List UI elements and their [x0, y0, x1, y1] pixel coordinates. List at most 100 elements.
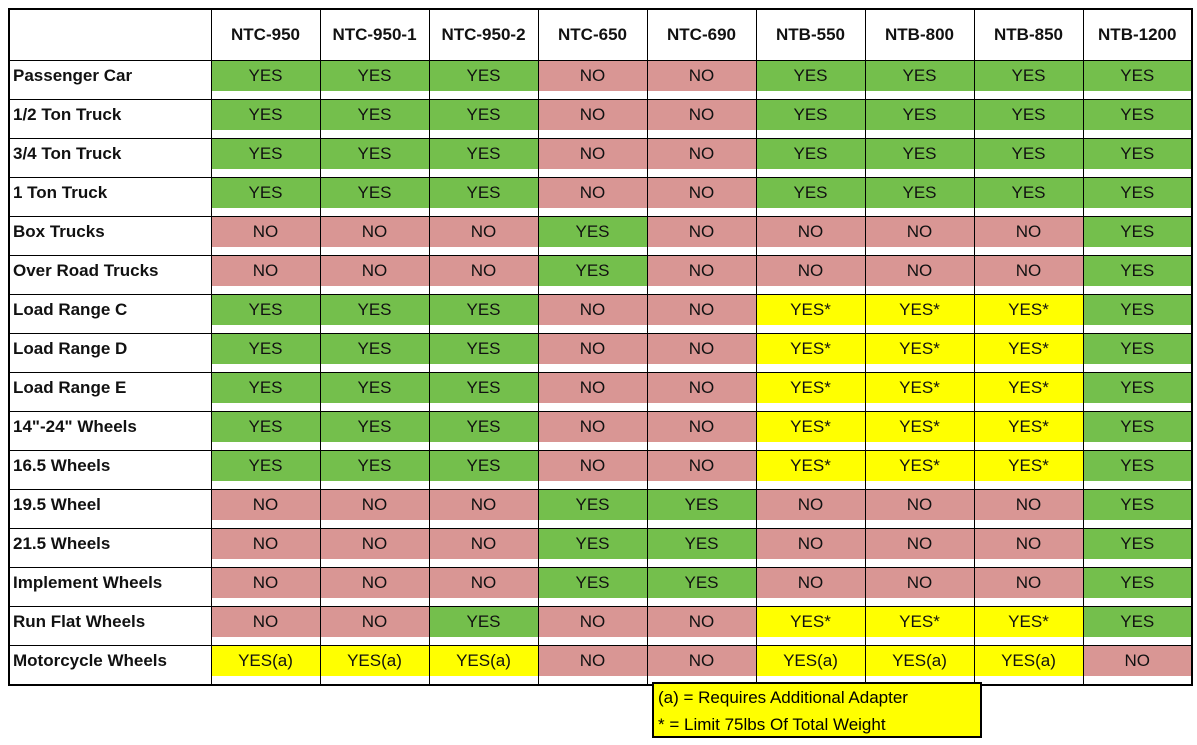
cell: NO — [864, 489, 975, 529]
cell-value: NO — [974, 217, 1083, 247]
cell-value: YES — [538, 568, 647, 598]
cell: NO — [537, 372, 648, 412]
table-row: Implement Wheels NO NO NO YES YES NO NO NO YES — [8, 567, 1193, 607]
column-header: NTB-800 — [864, 8, 975, 61]
cell: YES — [864, 177, 975, 217]
cell: YES — [755, 60, 866, 100]
cell-value: YES* — [974, 334, 1083, 364]
cell-value: YES* — [756, 373, 865, 403]
cell: YES — [428, 60, 539, 100]
row-label: Box Trucks — [8, 216, 212, 256]
cell-value: NO — [974, 256, 1083, 286]
cell: NO — [537, 177, 648, 217]
cell-value: YES — [1083, 61, 1191, 91]
cell: NO — [319, 216, 430, 256]
table-row: Passenger Car YES YES YES NO NO YES YES YES YES — [8, 60, 1193, 100]
cell-value: NO — [320, 490, 429, 520]
cell: YES — [428, 372, 539, 412]
cell: YES — [210, 411, 321, 451]
row-label: 16.5 Wheels — [8, 450, 212, 490]
cell-value: YES — [1083, 139, 1191, 169]
cell: YES — [210, 60, 321, 100]
cell: NO — [537, 99, 648, 139]
cell: YES — [210, 99, 321, 139]
cell-value: NO — [538, 412, 647, 442]
cell-value: YES* — [756, 295, 865, 325]
cell-value: YES — [865, 61, 974, 91]
cell-value: NO — [211, 607, 320, 637]
table-row: Over Road Trucks NO NO NO YES NO NO NO NO YES — [8, 255, 1193, 295]
cell-value: YES — [974, 100, 1083, 130]
cell: YES* — [973, 294, 1084, 334]
cell-value: YES — [538, 217, 647, 247]
row-label: 21.5 Wheels — [8, 528, 212, 568]
cell: YES* — [973, 411, 1084, 451]
cell-value: YES — [320, 412, 429, 442]
cell-value: NO — [647, 178, 756, 208]
row-label: 14"-24" Wheels — [8, 411, 212, 451]
cell: YES — [210, 177, 321, 217]
cell: YES — [537, 489, 648, 529]
row-label: Implement Wheels — [8, 567, 212, 607]
cell-value: NO — [538, 334, 647, 364]
cell: YES* — [864, 294, 975, 334]
cell-value: YES* — [865, 295, 974, 325]
cell-value: NO — [429, 568, 538, 598]
cell-value: YES* — [756, 412, 865, 442]
cell-value: YES* — [865, 412, 974, 442]
cell: YES — [973, 99, 1084, 139]
cell: YES(a) — [428, 645, 539, 686]
cell-value: YES* — [974, 295, 1083, 325]
cell: YES — [537, 216, 648, 256]
cell: NO — [319, 489, 430, 529]
cell-value: NO — [756, 490, 865, 520]
cell: YES — [428, 294, 539, 334]
cell: YES — [646, 528, 757, 568]
cell-value: NO — [647, 334, 756, 364]
cell-value: YES* — [974, 607, 1083, 637]
cell-value: YES — [1083, 295, 1191, 325]
cell-value: NO — [647, 451, 756, 481]
cell: YES* — [864, 333, 975, 373]
cell-value: YES — [1083, 607, 1191, 637]
cell-value: NO — [647, 373, 756, 403]
cell-value: YES — [320, 139, 429, 169]
cell-value: YES — [1083, 256, 1191, 286]
cell-value: YES — [1083, 451, 1191, 481]
cell: NO — [428, 255, 539, 295]
cell: YES — [1082, 411, 1193, 451]
cell: YES* — [973, 333, 1084, 373]
cell: YES — [319, 333, 430, 373]
cell: YES — [1082, 528, 1193, 568]
cell-value: YES — [320, 373, 429, 403]
cell-value: YES — [429, 178, 538, 208]
cell: YES — [1082, 333, 1193, 373]
cell-value: YES — [1083, 373, 1191, 403]
cell-value: YES — [647, 529, 756, 559]
cell-value: YES — [1083, 529, 1191, 559]
cell-value: YES — [538, 529, 647, 559]
cell: NO — [210, 528, 321, 568]
cell: YES — [428, 99, 539, 139]
cell: YES — [1082, 294, 1193, 334]
table-row: Run Flat Wheels NO NO YES NO NO YES* YES* YES* YE… — [8, 606, 1193, 646]
cell: YES — [973, 138, 1084, 178]
cell: YES* — [755, 450, 866, 490]
cell: YES(a) — [319, 645, 430, 686]
cell: YES — [428, 138, 539, 178]
cell: YES — [428, 333, 539, 373]
cell: NO — [210, 489, 321, 529]
cell-value: YES* — [756, 334, 865, 364]
cell: NO — [646, 138, 757, 178]
cell-value: YES — [1083, 568, 1191, 598]
cell: NO — [428, 567, 539, 607]
cell: NO — [973, 255, 1084, 295]
cell-value: YES — [974, 178, 1083, 208]
cell: YES* — [755, 411, 866, 451]
cell-value: NO — [429, 529, 538, 559]
cell: NO — [210, 255, 321, 295]
cell: YES — [1082, 606, 1193, 646]
cell-value: YES(a) — [429, 646, 538, 676]
cell: NO — [537, 60, 648, 100]
cell-value: YES(a) — [756, 646, 865, 676]
